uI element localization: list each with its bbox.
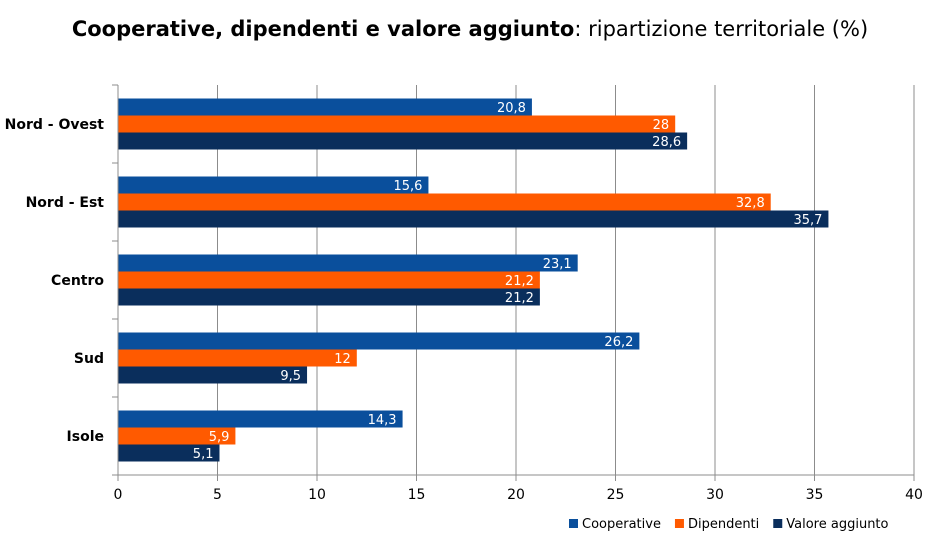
chart-title-main: Cooperative, dipendenti e valore aggiunt… [72,17,575,41]
data-label: 12 [334,352,351,367]
legend-item: Cooperative [569,517,661,532]
data-label: 21,2 [505,291,534,306]
legend-label: Dipendenti [688,517,759,532]
x-tick-label: 40 [905,487,923,503]
bar [118,332,640,350]
x-tick-label: 35 [806,487,824,503]
legend-item: Dipendenti [674,517,759,532]
data-label: 5,1 [193,447,214,462]
legend-item: Valore aggiunto [773,517,889,532]
data-label: 26,2 [604,335,633,350]
bar [118,254,578,272]
data-label: 28,6 [652,135,681,150]
legend-swatch [773,519,783,528]
data-label: 35,7 [793,213,822,228]
bars: 20,8 28 28,6 15,6 32,8 35,7 23,1 21,2 21,2 26,2 12… [118,98,829,462]
legend-label: Cooperative [582,517,661,532]
x-tick-label: 30 [706,487,724,503]
data-label: 28 [653,118,670,133]
chart-title-sub: : ripartizione territoriale (%) [574,17,868,41]
category-label: Nord - Est [26,195,105,211]
bar [118,410,403,428]
data-label: 5,9 [209,430,230,445]
bar [118,193,771,211]
data-label: 15,6 [393,179,422,194]
bar [118,427,236,445]
legend-label: Valore aggiunto [786,517,888,532]
data-label: 32,8 [736,196,765,211]
bar [118,349,357,367]
category-label: Nord - Ovest [5,117,105,133]
x-tick-label: 15 [408,487,426,503]
bar [118,444,220,462]
category-label: Isole [67,429,104,445]
data-label: 21,2 [505,274,534,289]
axes: Nord - Ovest Nord - Est Centro Sud Isole 0 5 10… [5,84,923,503]
data-label: 20,8 [497,101,526,116]
bar [118,176,429,194]
bar [118,132,688,150]
x-tick-label: 5 [213,487,222,503]
bar [118,366,308,384]
x-tick-label: 10 [308,487,326,503]
data-label: 14,3 [368,413,397,428]
legend-swatch [569,519,578,528]
x-tick-label: 20 [507,487,525,503]
x-tick-label: 0 [114,487,123,503]
bar [118,115,676,133]
bar [118,271,540,289]
data-label: 23,1 [543,257,572,272]
bar [118,288,540,306]
bar [118,98,532,116]
chart-title: Cooperative, dipendenti e valore aggiunt… [72,17,868,41]
legend: Cooperative Dipendenti Valore aggiunto [569,517,889,532]
legend-swatch [674,519,684,528]
data-label: 9,5 [280,369,301,384]
category-label: Centro [51,273,104,289]
category-label: Sud [74,351,104,367]
bar [118,210,829,228]
x-tick-label: 25 [607,487,625,503]
